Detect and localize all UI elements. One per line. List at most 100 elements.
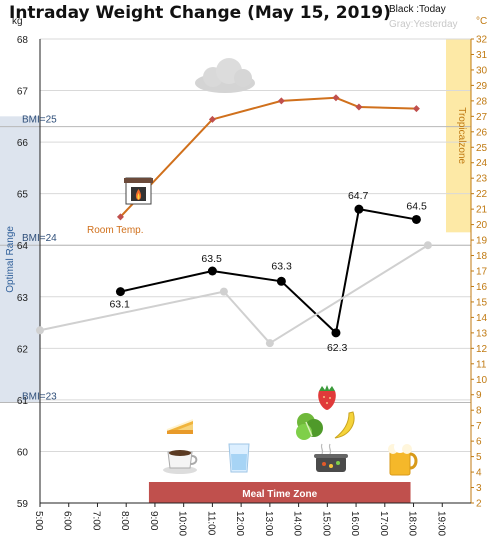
right-tick-label: 9 <box>476 390 482 401</box>
left-tick-label: 60 <box>17 447 29 458</box>
x-tick-label: 17:00 <box>378 511 389 536</box>
right-tick-label: 17 <box>476 267 488 278</box>
right-tick-label: 7 <box>476 421 482 432</box>
series-line-room-temp- <box>119 96 417 218</box>
x-tick-label: 5:00 <box>33 511 44 531</box>
today-data-label: 63.1 <box>109 299 130 311</box>
right-tick-label: 12 <box>476 344 488 355</box>
bmi-24-label: BMI=24 <box>22 233 57 244</box>
room-temp-point <box>277 97 285 105</box>
right-tick-label: 11 <box>476 359 487 370</box>
right-tick-label: 29 <box>476 81 488 92</box>
today-data-label: 64.7 <box>348 190 369 202</box>
strawberry-icon <box>318 385 336 410</box>
right-tick-label: 13 <box>476 328 488 339</box>
today-point <box>354 204 364 214</box>
optimal-range-label: Optimal Range <box>5 226 16 293</box>
optimal-range-band <box>0 116 40 403</box>
left-tick-label: 61 <box>17 396 29 407</box>
bmi-25-label: BMI=25 <box>22 115 57 126</box>
yesterday-point <box>36 326 44 335</box>
room-temp-label: Room Temp. <box>87 225 144 236</box>
right-tick-label: 25 <box>476 143 488 154</box>
right-tick-label: 30 <box>476 65 488 76</box>
today-data-label: 64.5 <box>406 200 427 212</box>
today-point <box>115 287 125 297</box>
cake-icon <box>166 419 194 434</box>
right-tick-label: 31 <box>476 50 488 61</box>
bmi-23-label: BMI=23 <box>22 391 57 402</box>
series-line-yesterday <box>39 244 429 345</box>
left-axis-unit: kg <box>12 16 23 27</box>
right-tick-label: 26 <box>476 127 488 138</box>
series-line-today <box>120 208 417 334</box>
legend-yesterday: Gray:Yesterday <box>389 19 458 30</box>
right-tick-label: 5 <box>476 452 482 463</box>
right-axis-unit: °C <box>476 16 487 27</box>
room-temp-point <box>208 115 216 123</box>
x-tick-label: 12:00 <box>234 511 245 536</box>
today-data-label: 63.3 <box>271 260 292 272</box>
today-data-label: 63.5 <box>201 253 222 265</box>
x-tick-label: 19:00 <box>435 511 446 536</box>
yesterday-point <box>265 339 274 348</box>
left-tick-label: 63 <box>17 293 29 304</box>
right-tick-label: 18 <box>476 251 488 262</box>
cooking-pot-icon <box>314 443 348 472</box>
yesterday-point <box>219 287 228 296</box>
right-tick-label: 2 <box>476 499 482 510</box>
x-tick-label: 13:00 <box>263 511 274 536</box>
chart-title: Intraday Weight Change (May 15, 2019) <box>9 3 391 23</box>
room-temp-point <box>355 103 363 111</box>
meal-time-zone-bar <box>148 482 411 503</box>
right-tick-label: 14 <box>476 313 488 324</box>
right-tick-label: 6 <box>476 437 482 448</box>
today-point <box>276 276 286 286</box>
x-tick-label: 6:00 <box>62 511 73 531</box>
coffee-icon <box>163 450 198 474</box>
today-point <box>411 214 421 224</box>
today-data-label: 62.3 <box>327 342 348 354</box>
right-tick-label: 23 <box>476 174 488 185</box>
left-tick-label: 67 <box>17 87 29 98</box>
left-tick-label: 66 <box>17 138 29 149</box>
right-tick-label: 4 <box>476 468 482 479</box>
fireplace-icon <box>124 177 153 205</box>
meal-time-zone-label: Meal Time Zone <box>242 489 317 500</box>
tropical-zone-band <box>446 39 471 233</box>
right-tick-label: 22 <box>476 189 488 200</box>
today-point <box>331 328 341 338</box>
x-tick-label: 9:00 <box>148 511 159 531</box>
tropical-zone-label: Tropicalzone <box>456 107 467 164</box>
left-tick-label: 68 <box>17 35 29 46</box>
right-tick-label: 3 <box>476 483 482 494</box>
right-tick-label: 27 <box>476 112 488 123</box>
right-tick-label: 28 <box>476 96 488 107</box>
x-tick-label: 10:00 <box>177 511 188 536</box>
x-tick-label: 8:00 <box>119 511 130 531</box>
x-tick-label: 14:00 <box>292 511 303 536</box>
left-tick-label: 62 <box>17 344 29 355</box>
legend-today: Black :Today <box>389 4 446 15</box>
cloud-icon <box>195 58 255 93</box>
right-tick-label: 19 <box>476 236 488 247</box>
today-point <box>207 266 217 276</box>
beer-icon <box>388 441 418 476</box>
right-tick-label: 20 <box>476 220 488 231</box>
right-tick-label: 21 <box>476 205 488 216</box>
right-tick-label: 16 <box>476 282 488 293</box>
right-tick-label: 15 <box>476 297 488 308</box>
left-tick-label: 65 <box>17 190 29 201</box>
right-tick-label: 10 <box>476 375 488 386</box>
left-tick-label: 64 <box>17 241 29 252</box>
x-tick-label: 15:00 <box>320 511 331 536</box>
room-temp-point <box>332 94 340 102</box>
x-tick-label: 18:00 <box>407 511 418 536</box>
yesterday-point <box>423 241 432 250</box>
lettuce-icon <box>296 413 323 440</box>
room-temp-point <box>116 213 124 221</box>
banana-icon <box>334 411 355 439</box>
x-tick-label: 16:00 <box>349 511 360 536</box>
right-tick-label: 8 <box>476 406 482 417</box>
